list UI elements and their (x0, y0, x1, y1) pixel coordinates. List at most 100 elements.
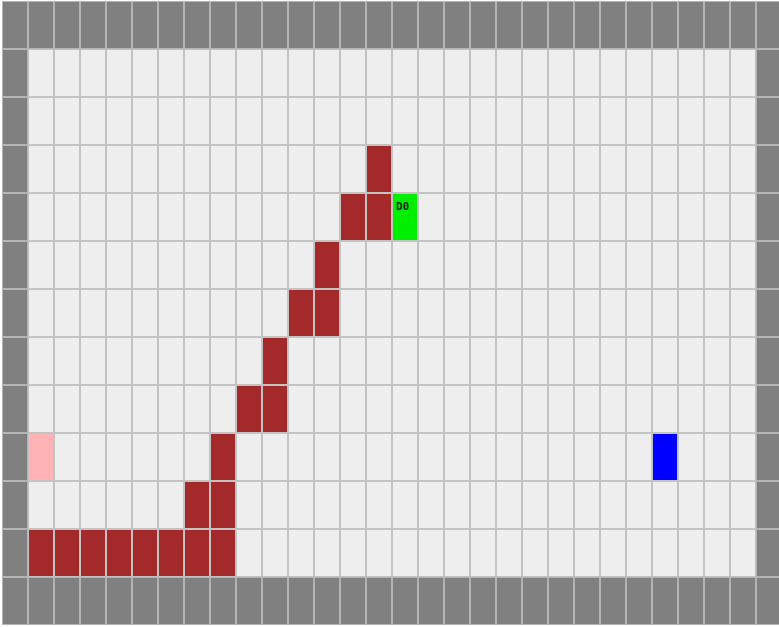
floor-cell (678, 481, 704, 529)
wall-cell (600, 577, 626, 625)
floor-cell (80, 289, 106, 337)
floor-cell (678, 97, 704, 145)
wall-cell (756, 577, 779, 625)
floor-cell (574, 193, 600, 241)
floor-cell (132, 337, 158, 385)
floor-cell (600, 145, 626, 193)
floor-cell (600, 289, 626, 337)
wall-cell (756, 97, 779, 145)
floor-cell (574, 289, 600, 337)
wall-cell (756, 337, 779, 385)
wall-cell (236, 1, 262, 49)
wall-cell (392, 1, 418, 49)
floor-cell (522, 289, 548, 337)
wall-cell (2, 97, 28, 145)
floor-cell (574, 49, 600, 97)
trail-cell (54, 529, 80, 577)
agent-cell: D0 (392, 193, 418, 241)
floor-cell (522, 145, 548, 193)
floor-cell (626, 97, 652, 145)
floor-cell (652, 49, 678, 97)
wall-cell (288, 577, 314, 625)
wall-cell (548, 1, 574, 49)
goal-cell (652, 433, 678, 481)
floor-cell (678, 241, 704, 289)
wall-cell (678, 1, 704, 49)
floor-cell (184, 97, 210, 145)
floor-cell (444, 289, 470, 337)
floor-cell (288, 97, 314, 145)
floor-cell (184, 145, 210, 193)
floor-cell (314, 97, 340, 145)
floor-cell (158, 481, 184, 529)
floor-cell (184, 49, 210, 97)
floor-cell (574, 97, 600, 145)
floor-cell (730, 145, 756, 193)
floor-cell (730, 433, 756, 481)
floor-cell (262, 241, 288, 289)
floor-cell (678, 193, 704, 241)
floor-cell (106, 97, 132, 145)
agent-label: D0 (396, 200, 410, 213)
floor-cell (730, 289, 756, 337)
floor-cell (262, 481, 288, 529)
trail-cell (366, 193, 392, 241)
wall-cell (756, 289, 779, 337)
floor-cell (626, 529, 652, 577)
floor-cell (28, 97, 54, 145)
floor-cell (652, 481, 678, 529)
wall-cell (28, 1, 54, 49)
floor-cell (54, 97, 80, 145)
floor-cell (132, 49, 158, 97)
floor-cell (340, 97, 366, 145)
floor-cell (678, 145, 704, 193)
wall-cell (522, 1, 548, 49)
wall-cell (444, 1, 470, 49)
trail-cell (106, 529, 132, 577)
floor-cell (574, 145, 600, 193)
floor-cell (340, 49, 366, 97)
floor-cell (132, 289, 158, 337)
floor-cell (444, 97, 470, 145)
floor-cell (730, 529, 756, 577)
floor-cell (574, 241, 600, 289)
floor-cell (288, 529, 314, 577)
floor-cell (314, 337, 340, 385)
floor-cell (548, 49, 574, 97)
floor-cell (522, 49, 548, 97)
floor-cell (28, 49, 54, 97)
trail-cell (210, 433, 236, 481)
trail-cell (158, 529, 184, 577)
floor-cell (54, 337, 80, 385)
floor-cell (132, 385, 158, 433)
floor-cell (262, 193, 288, 241)
wall-cell (2, 577, 28, 625)
floor-cell (444, 481, 470, 529)
floor-cell (340, 529, 366, 577)
wall-cell (54, 1, 80, 49)
floor-cell (106, 481, 132, 529)
wall-cell (184, 1, 210, 49)
floor-cell (418, 481, 444, 529)
wall-cell (756, 193, 779, 241)
floor-cell (158, 193, 184, 241)
floor-cell (28, 289, 54, 337)
floor-cell (54, 385, 80, 433)
floor-cell (548, 529, 574, 577)
floor-cell (730, 241, 756, 289)
trail-cell (262, 385, 288, 433)
trail-cell (314, 289, 340, 337)
floor-cell (158, 289, 184, 337)
floor-cell (730, 49, 756, 97)
wall-cell (626, 577, 652, 625)
floor-cell (158, 337, 184, 385)
floor-cell (54, 289, 80, 337)
floor-cell (158, 145, 184, 193)
floor-cell (626, 241, 652, 289)
wall-cell (80, 1, 106, 49)
floor-cell (470, 145, 496, 193)
wall-cell (2, 49, 28, 97)
floor-cell (600, 49, 626, 97)
floor-cell (522, 337, 548, 385)
trail-cell (262, 337, 288, 385)
